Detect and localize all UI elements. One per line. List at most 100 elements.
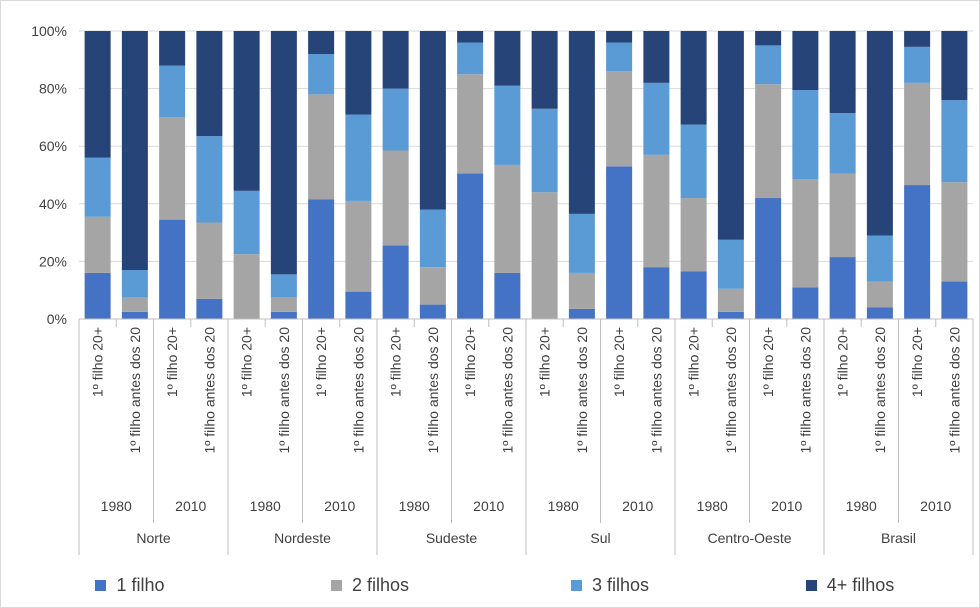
bar-segment [866, 235, 893, 282]
bar-segment [196, 136, 223, 223]
bar-segment [904, 46, 931, 83]
region-label: Norte [136, 530, 170, 546]
bar-segment [792, 31, 819, 91]
bar-segment [606, 42, 633, 72]
bar-segment [717, 288, 744, 312]
bar-segment [382, 245, 409, 319]
bar-segment [568, 308, 595, 319]
bar-segment [345, 291, 372, 319]
bar-segment [345, 114, 372, 201]
bar-segment [829, 31, 856, 114]
bar-segment [308, 31, 335, 55]
x-tick-label: 1º filho antes dos 20 [574, 327, 590, 454]
bar-segment [904, 185, 931, 319]
x-tick-label: 1º filho 20+ [909, 327, 925, 397]
x-tick-label: 1º filho antes dos 20 [350, 327, 366, 454]
year-label: 2010 [324, 498, 355, 514]
bar-segment [904, 82, 931, 186]
legend-item-2-filhos: 2 filhos [250, 575, 490, 596]
x-tick-label: 1º filho antes dos 20 [201, 327, 217, 454]
bar-segment [606, 71, 633, 167]
bar-segment [270, 311, 297, 319]
bar-segment [419, 31, 446, 210]
bar-segment [941, 100, 968, 183]
x-tick-label: 1º filho 20+ [164, 327, 180, 397]
bar-segment [419, 209, 446, 268]
bar-segment [159, 219, 186, 319]
x-tick-label: 1º filho 20+ [90, 327, 106, 397]
year-label: 2010 [622, 498, 653, 514]
bar-segment [680, 271, 707, 319]
region-label: Brasil [881, 530, 916, 546]
legend-swatch-3-filhos [570, 579, 582, 591]
bar-segment [308, 94, 335, 200]
bar-segment [457, 31, 484, 43]
bar-segment [755, 198, 782, 319]
y-tick-label: 20% [39, 253, 67, 269]
x-tick-label: 1º filho antes dos 20 [425, 327, 441, 454]
bar-segment [829, 257, 856, 319]
x-tick-label: 1º filho 20+ [760, 327, 776, 397]
legend-item-3-filhos: 3 filhos [490, 575, 730, 596]
x-tick-label: 1º filho antes dos 20 [276, 327, 292, 454]
bar-segment [755, 31, 782, 46]
bar-segment [568, 213, 595, 273]
bar-segment [270, 31, 297, 275]
x-tick-label: 1º filho 20+ [239, 327, 255, 397]
bar-segment [829, 113, 856, 174]
x-tick-label: 1º filho 20+ [462, 327, 478, 397]
bar-segment [606, 166, 633, 319]
bar-segment [829, 173, 856, 258]
bar-segment [419, 304, 446, 319]
bar-segment [606, 31, 633, 43]
bar-segment [121, 270, 148, 298]
bar-segment [568, 31, 595, 214]
bar-segment [233, 254, 260, 319]
bar-segment [233, 190, 260, 255]
bar-segment [382, 88, 409, 151]
bar-segment [233, 31, 260, 191]
x-tick-label: 1º filho antes dos 20 [723, 327, 739, 454]
legend-label-4-filhos: 4+ filhos [826, 574, 895, 595]
bar-segment [866, 281, 893, 308]
legend: 1 filho 2 filhos 3 filhos 4+ filhos [0, 572, 980, 598]
region-label: Sul [590, 530, 610, 546]
bar-segment [382, 31, 409, 89]
bar-segment [755, 84, 782, 199]
bar-segment [345, 31, 372, 115]
legend-swatch-2-filhos [330, 579, 342, 591]
year-label: 1980 [101, 498, 132, 514]
bar-segment [196, 31, 223, 137]
bar-segment [717, 31, 744, 240]
x-tick-label: 1º filho 20+ [537, 327, 553, 397]
bar-segment [494, 164, 521, 273]
legend-item-1-filho: 1 filho [10, 575, 250, 596]
bar-segment [792, 90, 819, 180]
bar-segment [643, 154, 670, 268]
bar-segment [308, 199, 335, 319]
bar-segment [196, 298, 223, 319]
region-label: Centro-Oeste [707, 530, 791, 546]
bar-segment [419, 267, 446, 305]
x-tick-label: 1º filho 20+ [313, 327, 329, 397]
bar-segment [643, 31, 670, 83]
y-tick-label: 80% [39, 81, 67, 97]
bar-segment [717, 311, 744, 319]
region-label: Sudeste [426, 530, 478, 546]
bar-segment [121, 311, 148, 319]
bar-segment [941, 182, 968, 282]
legend-label-3-filhos: 3 filhos [591, 574, 650, 595]
bar-segment [494, 85, 521, 165]
bar-segment [531, 192, 558, 319]
year-label: 2010 [920, 498, 951, 514]
bar-segment [792, 287, 819, 319]
bar-segment [941, 31, 968, 101]
x-tick-label: 1º filho antes dos 20 [872, 327, 888, 454]
bar-segment [121, 31, 148, 271]
y-tick-label: 40% [39, 196, 67, 212]
bar-segment [345, 200, 372, 292]
x-tick-label: 1º filho 20+ [611, 327, 627, 397]
bar-segment [159, 117, 186, 220]
year-label: 1980 [548, 498, 579, 514]
